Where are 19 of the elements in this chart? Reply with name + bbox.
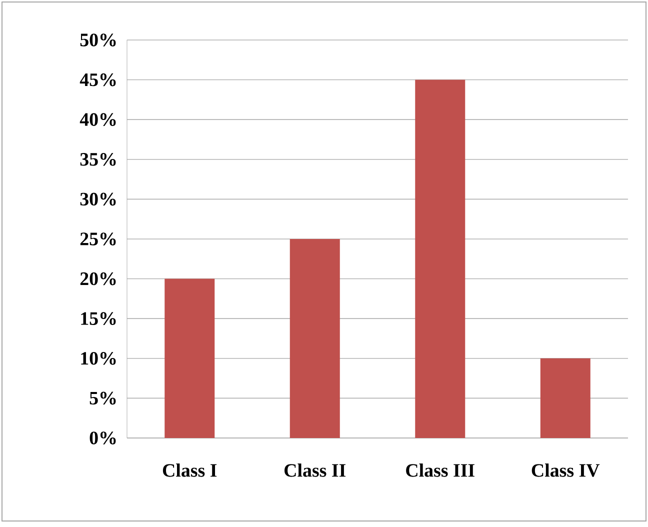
y-tick-label: 35% (80, 152, 116, 166)
bar (164, 278, 215, 438)
y-tick-label: 0% (90, 432, 116, 444)
y-tick-label: 20% (80, 272, 116, 286)
y-tick-label: 40% (80, 113, 116, 126)
y-tick-label: 25% (80, 232, 116, 246)
y-tick-label: 50% (80, 34, 116, 46)
x-tick-label: Class I (162, 464, 217, 477)
bar (415, 80, 466, 438)
y-tick-label: 5% (90, 392, 116, 405)
y-tick-label: 45% (80, 73, 116, 86)
y-tick-label: 30% (80, 192, 116, 206)
x-tick-label: Class IV (532, 464, 600, 477)
bar (290, 238, 340, 438)
x-tick-label: Class III (406, 464, 474, 477)
y-tick-label: 10% (81, 352, 116, 365)
y-tick-label: 15% (81, 312, 116, 326)
x-tick-label: Class II (284, 464, 346, 477)
bar (540, 358, 590, 438)
